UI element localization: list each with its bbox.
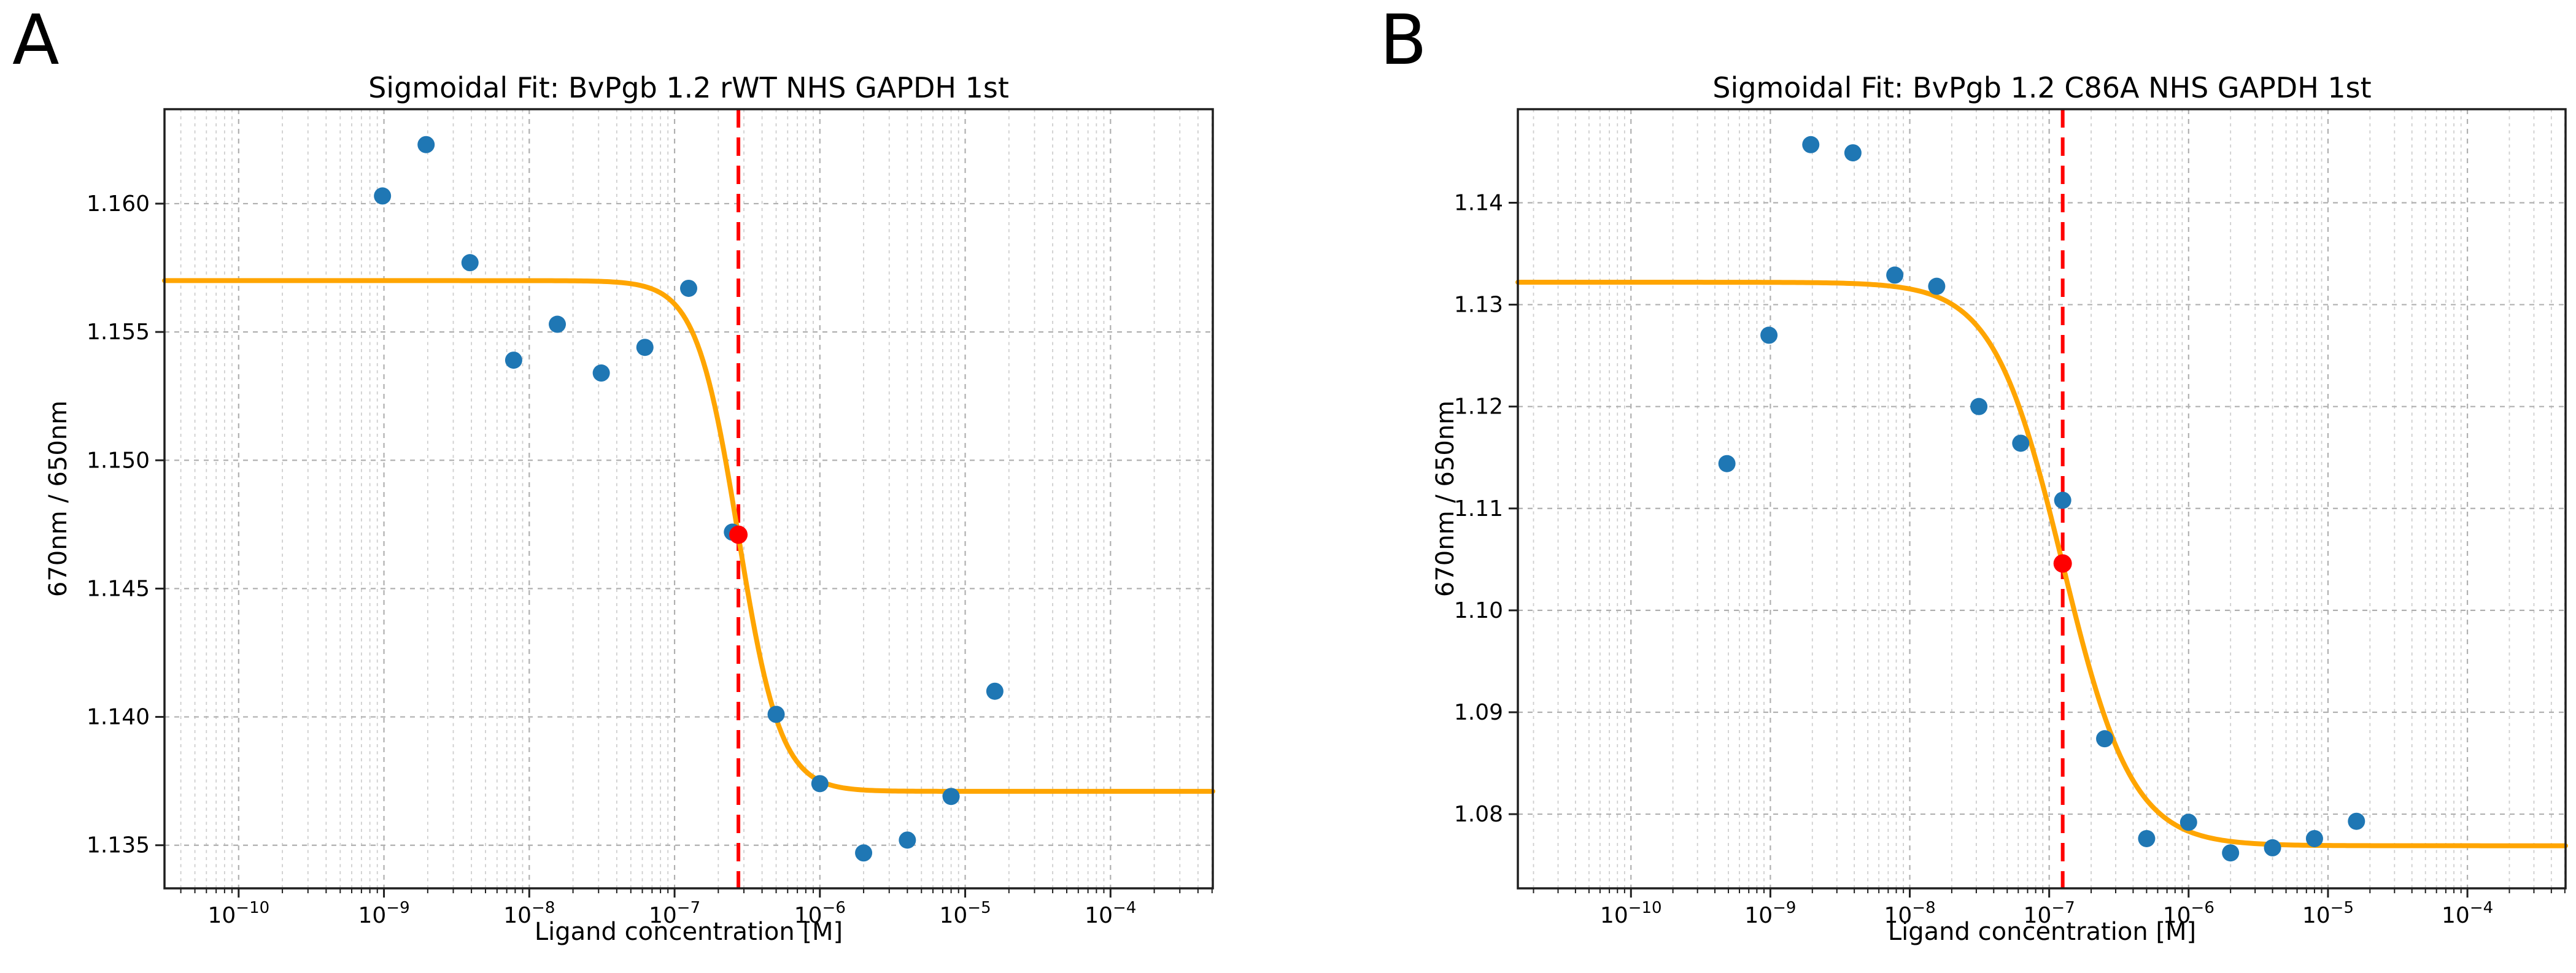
y-tick-label: 1.135 — [87, 833, 150, 858]
data-point — [592, 364, 610, 382]
y-tick-label: 1.145 — [87, 576, 150, 601]
data-point — [2264, 839, 2281, 856]
y-tick-label: 1.160 — [87, 191, 150, 217]
x-tick-label: 10−8 — [503, 899, 555, 928]
plot-border-group — [163, 108, 1214, 890]
x-tick-labels: 10−10 10−9 10−8 10−7 10−6 10−5 10−4 — [207, 899, 1136, 928]
data-point — [2054, 491, 2071, 509]
data-point — [1970, 398, 1988, 415]
scatter-points — [1718, 136, 2365, 862]
grid-major — [1518, 109, 2566, 888]
ic50-point — [729, 525, 748, 544]
x-grid-minor — [1533, 109, 2566, 888]
ic50-point — [2053, 554, 2072, 573]
scatter-points — [374, 136, 1004, 862]
y-tick-label: 1.12 — [1454, 394, 1503, 420]
y-axis-label-a: 670nm / 650nm — [44, 400, 72, 598]
x-tick-label: 10−10 — [207, 899, 269, 928]
data-point — [680, 279, 698, 297]
x-tick-label: 10−9 — [1744, 899, 1796, 928]
panel-a: A Sigmoidal Fit: BvPgb 1.2 rWT NHS GAPDH… — [0, 0, 1223, 973]
x-tick-label: 10−7 — [649, 899, 700, 928]
panel-b: B Sigmoidal Fit: BvPgb 1.2 C86A NHS GAPD… — [1353, 0, 2576, 973]
x-grid-minor — [180, 109, 1213, 888]
y-tick-label: 1.155 — [87, 320, 150, 345]
data-point — [942, 788, 960, 806]
ic50-point-group — [2053, 554, 2072, 573]
data-point — [374, 187, 392, 205]
chart-title-b: Sigmoidal Fit: BvPgb 1.2 C86A NHS GAPDH … — [1712, 71, 2372, 104]
data-point — [1802, 136, 1820, 153]
x-tick-label: 10−9 — [358, 899, 409, 928]
y-tick-label: 1.11 — [1454, 496, 1503, 521]
y-tick-label: 1.10 — [1454, 598, 1503, 623]
panel-letter-a: A — [12, 1, 60, 80]
y-tick-label: 1.13 — [1454, 293, 1503, 318]
x-axis-label-b: Ligand concentration [M] — [1887, 918, 2197, 946]
y-tick-labels: 1.135 1.140 1.145 1.150 1.155 1.160 — [87, 191, 150, 858]
data-point — [986, 682, 1004, 700]
data-point — [505, 352, 522, 369]
y-tick-label: 1.140 — [87, 705, 150, 730]
y-tick-label: 1.150 — [87, 448, 150, 473]
y-ticks — [1509, 201, 1518, 815]
ic50-point-group — [729, 525, 748, 544]
x-ticks — [1533, 888, 2566, 898]
y-tick-label: 1.09 — [1454, 700, 1503, 725]
grid-major — [164, 109, 1213, 888]
data-point — [1844, 144, 1862, 162]
chart-title-a: Sigmoidal Fit: BvPgb 1.2 rWT NHS GAPDH 1… — [368, 71, 1009, 104]
plot-border — [1517, 108, 2567, 890]
x-tick-label: 10−6 — [2163, 899, 2214, 928]
x-tick-label: 10−5 — [939, 899, 991, 928]
data-point — [767, 706, 785, 723]
data-point — [461, 254, 479, 272]
data-point — [2180, 813, 2197, 831]
data-point — [855, 844, 873, 862]
data-point — [2096, 730, 2114, 748]
x-tick-label: 10−4 — [2442, 899, 2493, 928]
plot-border-group — [1517, 108, 2567, 890]
fit-curve-group — [162, 278, 1215, 794]
x-axis-label-a: Ligand concentration [M] — [534, 918, 843, 946]
data-point — [899, 831, 916, 849]
data-point — [2305, 829, 2323, 847]
y-tick-label: 1.08 — [1454, 802, 1503, 827]
x-tick-label: 10−7 — [2024, 899, 2075, 928]
y-tick-labels: 1.08 1.09 1.10 1.11 1.12 1.13 1.14 — [1454, 190, 1503, 827]
x-tick-label: 10−8 — [1884, 899, 1935, 928]
fit-curve-group — [1515, 280, 2568, 848]
data-point — [1886, 266, 1904, 284]
data-point — [2138, 829, 2156, 847]
plot-border — [163, 108, 1214, 890]
data-point — [549, 315, 567, 333]
x-tick-label: 10−6 — [794, 899, 846, 928]
data-point — [1718, 455, 1736, 472]
y-ticks — [155, 202, 164, 847]
data-point — [636, 339, 654, 356]
x-tick-label: 10−4 — [1085, 899, 1136, 928]
data-point — [2348, 812, 2365, 830]
data-point — [2012, 434, 2030, 452]
data-point — [417, 136, 435, 153]
fit-curve — [1515, 280, 2568, 848]
data-point — [1760, 326, 1778, 344]
data-point — [2222, 844, 2240, 862]
x-tick-label: 10−5 — [2302, 899, 2354, 928]
plot-area-a: 10−10 10−9 10−8 10−7 10−6 10−5 10−41.1351.1401… — [87, 108, 1215, 928]
x-tick-labels: 10−10 10−9 10−8 10−7 10−6 10−5 10−4 — [1600, 899, 2493, 928]
panel-letter-b: B — [1380, 1, 1427, 80]
plot-area-b: 10−10 10−9 10−8 10−7 10−6 10−5 10−4 1.08 1.09 1.1… — [1454, 108, 2568, 928]
x-tick-label: 10−10 — [1600, 899, 1662, 928]
x-ticks — [180, 888, 1213, 898]
data-point — [1928, 277, 1946, 295]
fit-curve — [162, 278, 1215, 794]
data-point — [811, 775, 829, 793]
y-tick-label: 1.14 — [1454, 190, 1503, 215]
